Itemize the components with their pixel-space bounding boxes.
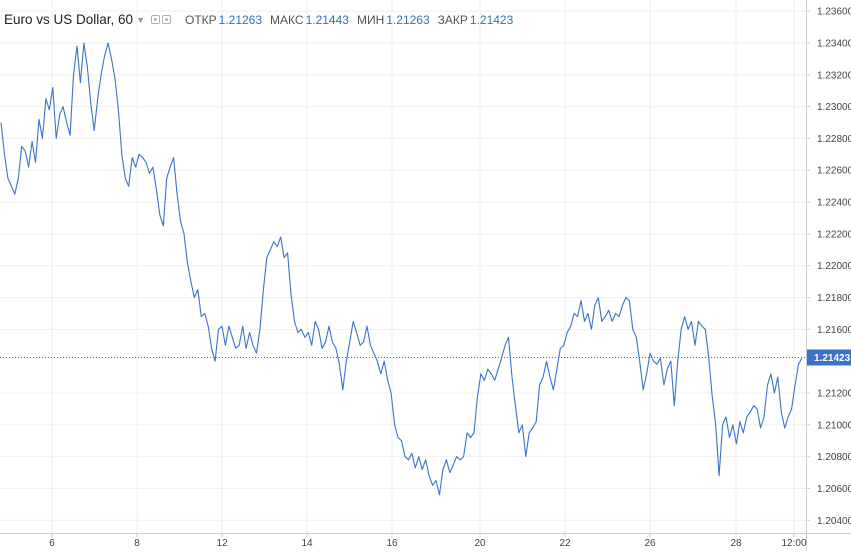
x-tick-label: 6 — [49, 538, 55, 549]
y-tick-label: 1.22400 — [817, 198, 851, 209]
price-line — [0, 42, 803, 496]
y-tick-label: 1.20800 — [817, 452, 851, 463]
x-tick-label: 14 — [301, 538, 313, 549]
y-tick-label: 1.23200 — [817, 70, 851, 81]
last-price-label: 1.21423 — [814, 353, 851, 364]
settings-icon[interactable] — [161, 15, 171, 24]
x-tick-label: 28 — [730, 538, 742, 549]
y-tick-label: 1.23600 — [817, 7, 851, 18]
x-tick-label: 8 — [134, 538, 140, 549]
y-tick-label: 1.21000 — [817, 420, 851, 431]
chevron-down-icon[interactable]: ▼ — [136, 14, 145, 25]
close-label: ЗАКР — [437, 12, 468, 27]
y-tick-label: 1.20400 — [817, 516, 851, 527]
y-tick-label: 1.22200 — [817, 229, 851, 240]
symbol-title[interactable]: Euro vs US Dollar, 60 — [4, 12, 134, 27]
x-tick-label: 20 — [474, 538, 486, 549]
last-price-tag — [807, 349, 851, 366]
close-value: 1.21423 — [469, 12, 514, 27]
x-tick-label: 12 — [216, 538, 228, 549]
open-label: ОТКР — [184, 12, 217, 27]
high-value: 1.21443 — [305, 12, 349, 27]
y-tick-label: 1.20600 — [817, 484, 851, 495]
visibility-toggle-icon[interactable] — [150, 15, 160, 24]
high-label: МАКС — [270, 12, 304, 27]
y-tick-label: 1.21600 — [817, 325, 851, 336]
y-tick-label: 1.21200 — [817, 388, 851, 399]
x-tick-label: 22 — [559, 538, 571, 549]
y-tick-label: 1.23400 — [817, 38, 851, 49]
y-tick-label: 1.21800 — [817, 293, 851, 304]
y-tick-label: 1.22800 — [817, 134, 851, 145]
x-tick-label: 16 — [386, 538, 398, 549]
low-value: 1.21263 — [386, 12, 430, 27]
x-tick-label: 26 — [644, 538, 656, 549]
y-tick-label: 1.22000 — [817, 261, 851, 272]
open-value: 1.21263 — [218, 12, 263, 27]
y-tick-label: 1.22600 — [817, 166, 851, 177]
low-label: МИН — [356, 12, 385, 27]
y-tick-label: 1.23000 — [817, 102, 851, 113]
chart-legend: Euro vs US Dollar, 60 ▼ ОТКР 1.21263 МАК… — [4, 12, 513, 27]
x-tick-label: 12:00 — [781, 538, 806, 549]
